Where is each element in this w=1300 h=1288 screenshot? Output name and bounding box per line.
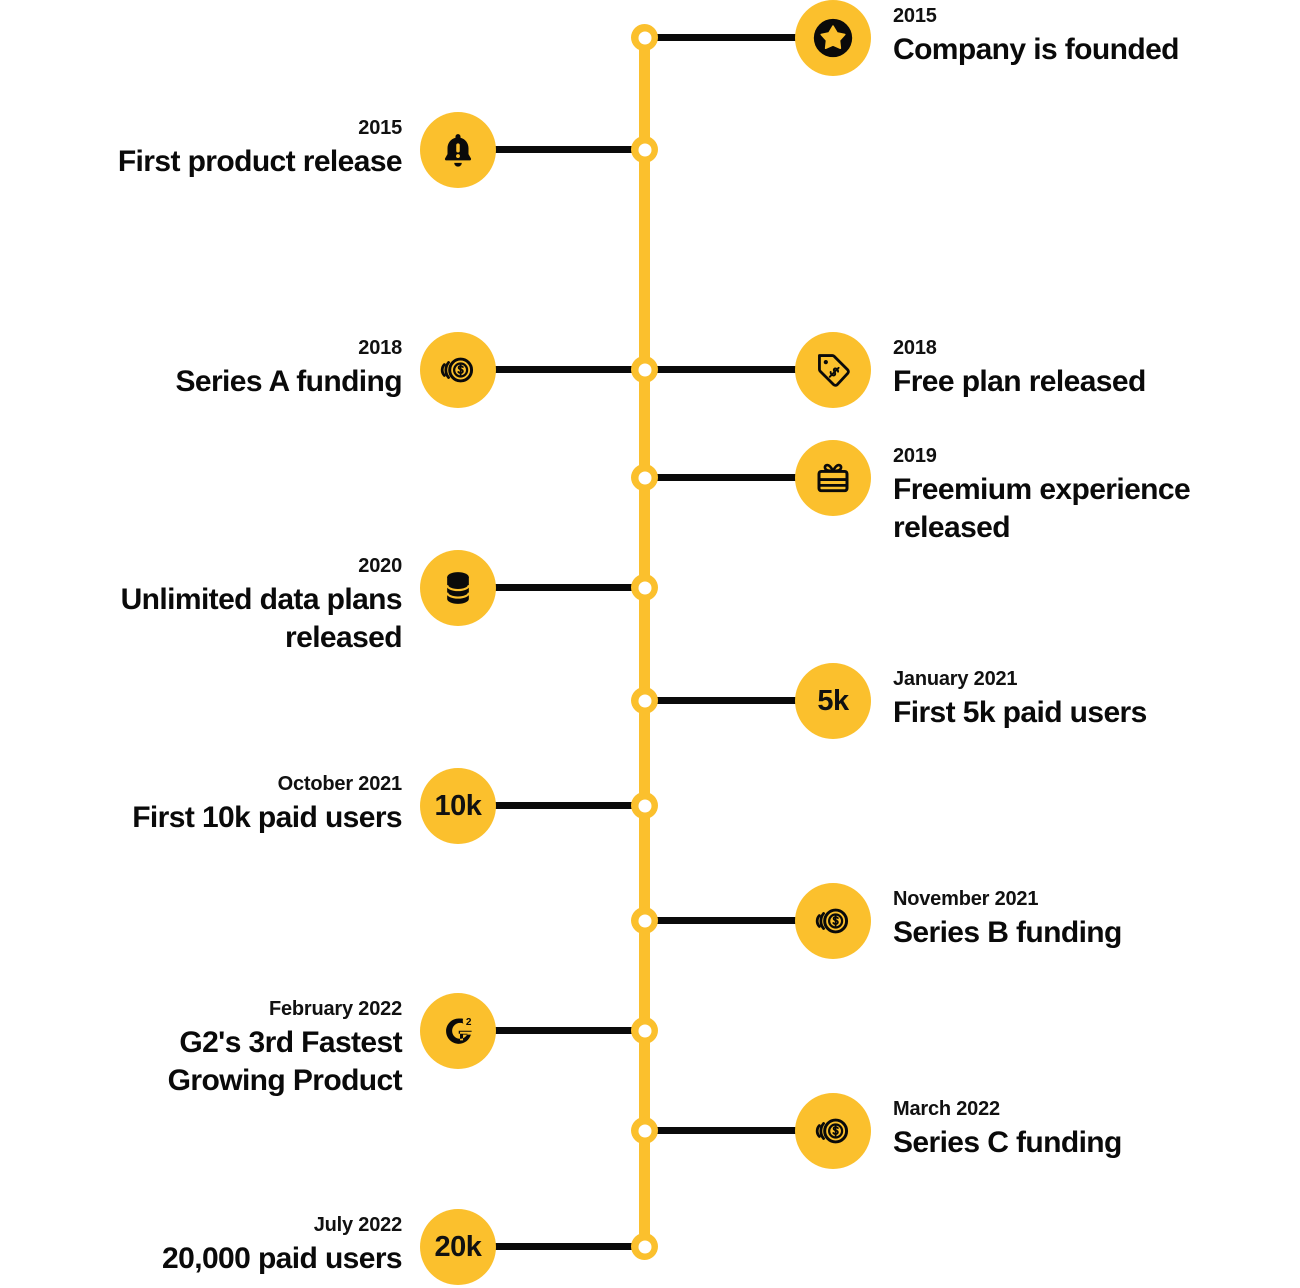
event-text-series-b-funding: November 2021 Series B funding	[893, 888, 1122, 952]
event-text-g2-third-fastest-growing-product: February 2022 G2's 3rd Fastest Growing P…	[20, 998, 403, 1099]
event-title: First 5k paid users	[893, 696, 1147, 729]
connector-line	[490, 1027, 645, 1034]
timeline-node[interactable]	[631, 907, 658, 934]
connector-line	[646, 474, 816, 481]
event-title: Company is founded	[893, 33, 1179, 66]
timeline-node[interactable]	[631, 687, 658, 714]
event-title: Unlimited data plans released	[120, 583, 403, 654]
timeline-node[interactable]	[631, 464, 658, 491]
event-icon-first-10k-paid-users[interactable]: 10k	[420, 768, 496, 844]
event-date: 2015	[358, 117, 402, 139]
event-title: 20,000 paid users	[162, 1242, 403, 1275]
connector-line	[490, 584, 645, 591]
event-text-20000-paid-users: July 2022 20,000 paid users	[20, 1214, 403, 1278]
event-title: G2's 3rd Fastest Growing Product	[167, 1026, 403, 1097]
event-date: 2020	[358, 555, 402, 577]
event-title: Series B funding	[893, 916, 1122, 949]
event-text-first-product-release: 2015 First product release	[20, 117, 403, 181]
connector-line	[490, 1243, 645, 1250]
event-icon-freemium-experience-released[interactable]	[795, 440, 871, 516]
gift-box-icon	[817, 463, 849, 493]
event-icon-first-5k-paid-users[interactable]: 5k	[795, 663, 871, 739]
event-icon-series-b-funding[interactable]	[795, 883, 871, 959]
timeline-node[interactable]	[631, 1233, 658, 1260]
timeline-node[interactable]	[631, 356, 658, 383]
connector-line	[490, 802, 645, 809]
price-tag-dollar-icon	[818, 354, 850, 387]
coin-dollar-icon	[440, 357, 474, 383]
timeline-node[interactable]	[631, 136, 658, 163]
event-date: 2018	[893, 337, 937, 359]
event-date: October 2021	[277, 773, 403, 795]
event-icon-company-founded[interactable]	[795, 0, 871, 76]
coin-dollar-icon	[815, 1118, 849, 1144]
event-text-series-c-funding: March 2022 Series C funding	[893, 1098, 1122, 1162]
event-icon-20000-paid-users[interactable]: 20k	[420, 1209, 496, 1285]
event-icon-first-product-release[interactable]	[420, 112, 496, 188]
connector-line	[490, 146, 645, 153]
timeline-node[interactable]	[631, 792, 658, 819]
5k-badge-label: 5k	[817, 684, 849, 717]
connector-line	[646, 34, 816, 41]
timeline-node[interactable]	[631, 1117, 658, 1144]
timeline-node[interactable]	[631, 1017, 658, 1044]
timeline-node[interactable]	[631, 24, 658, 51]
connector-line	[646, 1127, 816, 1134]
event-icon-free-plan-released[interactable]	[795, 332, 871, 408]
event-icon-g2-third-fastest-growing-product[interactable]: 2	[420, 993, 496, 1069]
event-date: 2015	[893, 5, 937, 27]
event-date: February 2022	[268, 998, 402, 1020]
connector-line	[490, 366, 645, 373]
event-title: Free plan released	[893, 365, 1146, 398]
event-text-free-plan-released: 2018 Free plan released	[893, 337, 1146, 401]
event-date: July 2022	[313, 1214, 402, 1236]
event-date: March 2022	[893, 1098, 1000, 1120]
event-text-first-5k-paid-users: January 2021 First 5k paid users	[893, 668, 1147, 732]
event-title: Freemium experience released	[893, 473, 1191, 544]
event-text-first-10k-paid-users: October 2021 First 10k paid users	[20, 773, 402, 837]
event-icon-series-c-funding[interactable]	[795, 1093, 871, 1169]
timeline-node[interactable]	[631, 574, 658, 601]
event-text-series-a-funding: 2018 Series A funding	[20, 337, 402, 401]
connector-line	[646, 697, 816, 704]
event-title: Series A funding	[175, 365, 402, 398]
database-icon	[446, 572, 470, 604]
connector-line	[646, 366, 816, 373]
event-title: First product release	[117, 145, 403, 178]
connector-line	[646, 917, 816, 924]
event-text-freemium-experience-released: 2019 Freemium experience released	[893, 445, 1300, 546]
svg-text:2: 2	[466, 1017, 472, 1028]
event-icon-unlimited-data-plans-released[interactable]	[420, 550, 496, 626]
timeline-spine	[639, 34, 650, 1250]
event-date: November 2021	[893, 888, 1039, 910]
g2-logo-icon: 2	[446, 1015, 475, 1044]
event-date: January 2021	[893, 668, 1018, 690]
event-text-company-founded: 2015 Company is founded	[893, 5, 1179, 69]
10k-badge-label: 10k	[434, 789, 482, 822]
event-date: 2019	[893, 445, 937, 467]
coin-dollar-icon	[815, 908, 849, 934]
star-badge-icon	[813, 18, 853, 58]
event-icon-series-a-funding[interactable]	[420, 332, 496, 408]
event-text-unlimited-data-plans-released: 2020 Unlimited data plans released	[0, 555, 403, 656]
event-title: Series C funding	[893, 1126, 1122, 1159]
20k-badge-label: 20k	[434, 1230, 482, 1263]
event-date: 2018	[358, 337, 402, 359]
event-title: First 10k paid users	[132, 801, 402, 834]
bell-alert-icon	[444, 134, 472, 167]
